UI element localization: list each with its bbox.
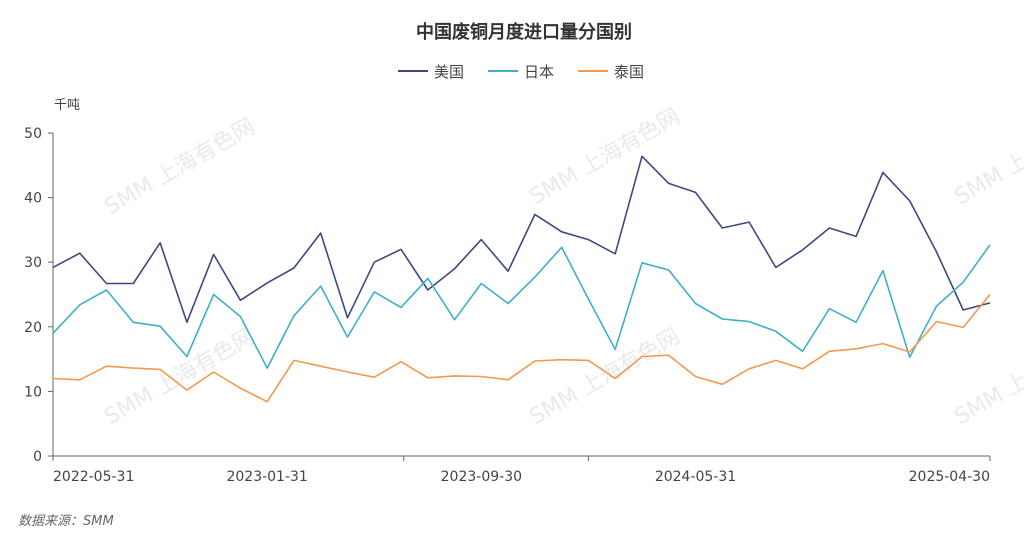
- x-tick-label: 2025-04-30: [909, 469, 990, 485]
- x-tick-label: 2023-09-30: [441, 469, 522, 485]
- y-tick-label: 40: [24, 191, 42, 207]
- series-layer: [52, 155, 991, 403]
- watermark-text: SMM 上海有色网: [526, 324, 685, 430]
- x-tick-label: 2022-05-31: [53, 469, 134, 485]
- legend-label: 美国: [434, 63, 464, 81]
- data-source-note: 数据来源：SMM: [18, 514, 114, 529]
- series-line: [52, 244, 991, 369]
- y-tick-label: 20: [24, 320, 42, 336]
- legend-label: 泰国: [614, 63, 644, 81]
- watermark-text: SMM 上海有色网: [101, 324, 260, 430]
- legend: 美国 日本 泰国: [398, 63, 644, 81]
- y-tick-label: 50: [24, 126, 42, 142]
- x-tick-label: 2024-05-31: [655, 469, 736, 485]
- watermark-text: SMM 上海有色网: [951, 324, 1024, 430]
- legend-label: 日本: [524, 63, 554, 81]
- y-tick-label: 30: [24, 255, 42, 271]
- axes: 0 10 20 30 40 50 2022-05-31 2023-01-31 2023-09-3…: [24, 126, 991, 485]
- series-line: [52, 155, 991, 324]
- watermark-text: SMM 上海有色网: [526, 104, 685, 210]
- chart-title: 中国废铜月度进口量分国别: [416, 21, 632, 43]
- x-tick-label: 2023-01-31: [226, 469, 307, 485]
- watermark-text: SMM 上海有色网: [101, 114, 260, 220]
- y-tick-label: 10: [24, 384, 42, 400]
- y-axis-unit-label: 千吨: [54, 98, 80, 113]
- watermark-text: SMM 上海有色网: [951, 104, 1024, 210]
- y-tick-label: 0: [33, 449, 42, 465]
- series-line: [52, 293, 991, 403]
- watermark-layer: SMM 上海有色网 SMM 上海有色网 SMM 上海有色网 SMM 上海有色网 SMM …: [101, 104, 1024, 430]
